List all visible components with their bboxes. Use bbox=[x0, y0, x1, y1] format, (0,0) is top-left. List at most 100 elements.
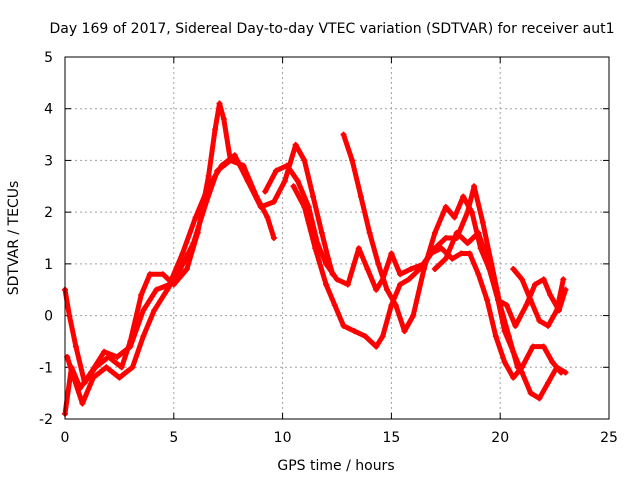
data-point bbox=[397, 271, 404, 278]
data-point bbox=[379, 333, 386, 340]
data-point bbox=[438, 245, 445, 252]
data-point bbox=[468, 209, 475, 216]
data-point bbox=[442, 203, 449, 210]
data-point bbox=[218, 162, 225, 169]
data-point bbox=[101, 348, 108, 355]
data-point bbox=[553, 307, 560, 314]
chart-title: Day 169 of 2017, Sidereal Day-to-day VTE… bbox=[49, 21, 614, 37]
data-point bbox=[562, 369, 569, 376]
data-point bbox=[518, 276, 525, 283]
data-point bbox=[270, 198, 277, 205]
data-point bbox=[451, 214, 458, 221]
data-point bbox=[545, 379, 552, 386]
y-tick-label: 1 bbox=[44, 257, 53, 273]
data-point bbox=[140, 307, 147, 314]
series-markers-sat-a bbox=[62, 100, 234, 386]
data-point bbox=[453, 229, 460, 236]
data-point bbox=[366, 229, 373, 236]
data-point bbox=[294, 178, 301, 185]
data-point bbox=[410, 312, 417, 319]
data-point bbox=[290, 183, 297, 190]
data-point bbox=[264, 214, 271, 221]
data-point bbox=[273, 167, 280, 174]
data-point bbox=[484, 255, 491, 262]
x-tick-label: 20 bbox=[491, 430, 509, 446]
y-tick-label: -2 bbox=[39, 412, 53, 428]
data-point bbox=[510, 374, 517, 381]
y-tick-label: 4 bbox=[44, 102, 53, 118]
data-point bbox=[281, 178, 288, 185]
x-axis-label: GPS time / hours bbox=[277, 458, 394, 474]
data-point bbox=[140, 333, 147, 340]
data-point bbox=[492, 333, 499, 340]
y-tick-label: 0 bbox=[44, 309, 53, 325]
data-point bbox=[527, 390, 534, 397]
data-point bbox=[153, 286, 160, 293]
data-point bbox=[231, 152, 238, 159]
data-point bbox=[364, 266, 371, 273]
data-point bbox=[127, 343, 134, 350]
data-point bbox=[536, 395, 543, 402]
y-tick-label: -1 bbox=[39, 360, 53, 376]
data-point bbox=[138, 291, 145, 298]
data-point bbox=[205, 183, 212, 190]
data-point bbox=[118, 364, 125, 371]
data-point bbox=[536, 317, 543, 324]
data-point bbox=[466, 250, 473, 257]
x-tick-label: 10 bbox=[274, 430, 292, 446]
data-point bbox=[427, 250, 434, 257]
data-point bbox=[523, 302, 530, 309]
data-point bbox=[114, 353, 121, 360]
data-point bbox=[416, 266, 423, 273]
plot-series bbox=[62, 100, 569, 417]
data-point bbox=[79, 400, 86, 407]
data-point bbox=[355, 245, 362, 252]
data-point bbox=[479, 219, 486, 226]
data-point bbox=[103, 364, 110, 371]
data-point bbox=[373, 343, 380, 350]
data-point bbox=[401, 328, 408, 335]
y-tick-label: 3 bbox=[44, 153, 53, 169]
data-point bbox=[560, 276, 567, 283]
data-point bbox=[72, 343, 79, 350]
data-point bbox=[431, 266, 438, 273]
series-markers-sat-c bbox=[62, 141, 336, 417]
data-point bbox=[464, 240, 471, 247]
data-point bbox=[501, 328, 508, 335]
y-tick-labels: -2 -1 0 1 2 3 4 5 bbox=[39, 50, 53, 428]
data-point bbox=[301, 157, 308, 164]
data-point bbox=[331, 302, 338, 309]
plot-frame bbox=[64, 56, 610, 420]
data-point bbox=[90, 374, 97, 381]
data-point bbox=[190, 240, 197, 247]
data-point bbox=[553, 364, 560, 371]
data-point bbox=[88, 369, 95, 376]
data-point bbox=[323, 281, 330, 288]
x-tick-label: 25 bbox=[600, 430, 618, 446]
data-point bbox=[357, 193, 364, 200]
data-point bbox=[301, 203, 308, 210]
x-tick-label: 15 bbox=[382, 430, 400, 446]
data-point bbox=[512, 322, 519, 329]
data-point bbox=[351, 328, 358, 335]
data-point bbox=[510, 348, 517, 355]
data-point bbox=[527, 297, 534, 304]
data-point bbox=[146, 271, 153, 278]
data-point bbox=[442, 235, 449, 241]
y-axis-label: SDTVAR / TECUs bbox=[6, 181, 22, 296]
data-point bbox=[205, 172, 212, 179]
data-point bbox=[388, 302, 395, 309]
gridlines bbox=[65, 57, 609, 419]
data-point bbox=[484, 297, 491, 304]
data-point bbox=[179, 250, 186, 257]
series-markers-sat-h bbox=[510, 266, 567, 329]
data-point bbox=[449, 255, 456, 262]
data-point bbox=[159, 271, 166, 278]
x-tick-label: 0 bbox=[61, 430, 70, 446]
data-point bbox=[323, 260, 330, 267]
data-point bbox=[66, 312, 73, 319]
data-point bbox=[166, 281, 173, 288]
data-point bbox=[407, 266, 414, 273]
data-point bbox=[292, 141, 299, 148]
series-sat-a bbox=[62, 101, 233, 386]
